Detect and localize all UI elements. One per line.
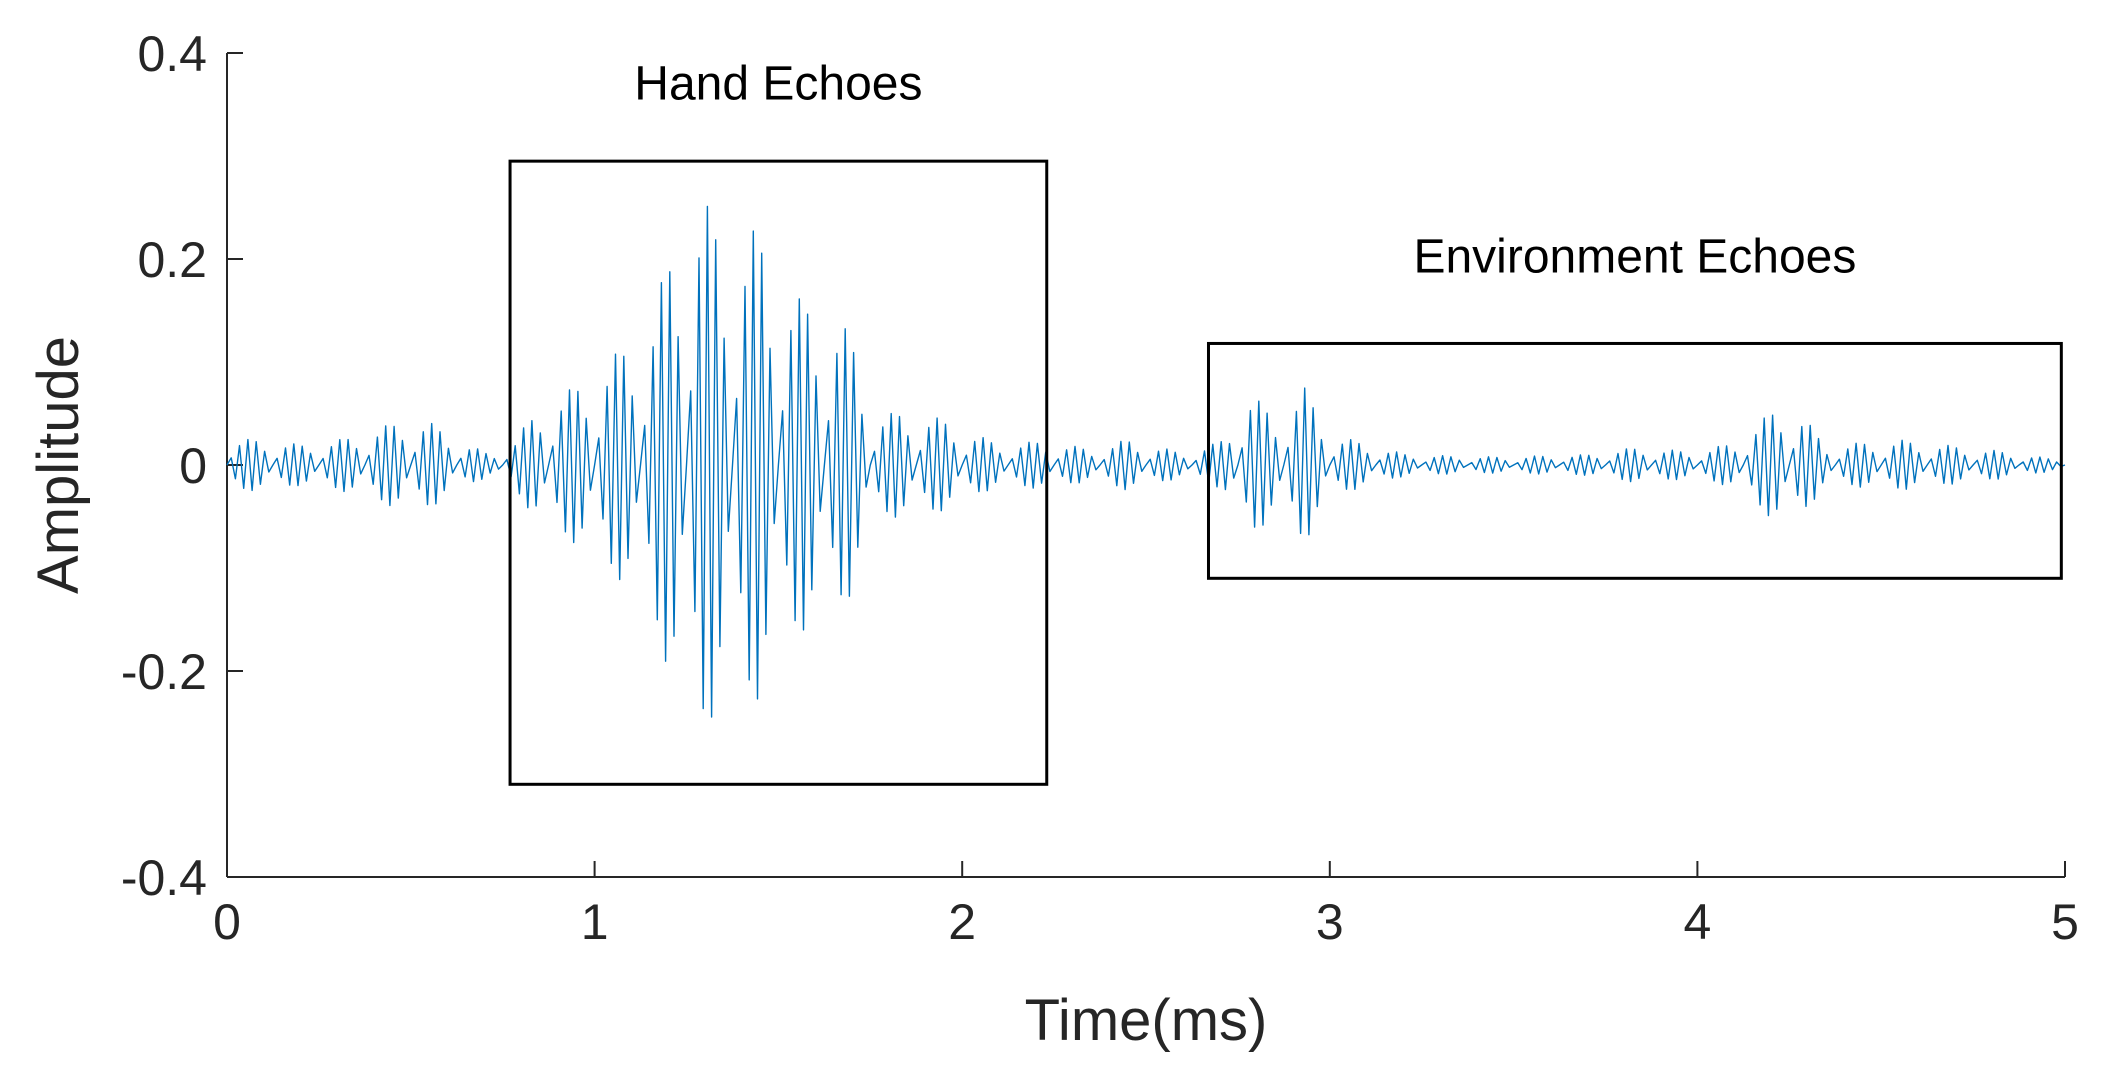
x-tick-label: 1 xyxy=(581,894,609,950)
x-tick-label: 2 xyxy=(948,894,976,950)
annotation-box-1 xyxy=(508,159,1049,786)
x-ticks: 0 1 2 3 4 5 xyxy=(213,861,2079,950)
y-tick-label: 0 xyxy=(179,438,207,494)
x-tick-label: 0 xyxy=(213,894,241,950)
x-tick-label: 5 xyxy=(2051,894,2079,950)
y-axis-label: Amplitude xyxy=(26,336,91,594)
annotation-box-2 xyxy=(1206,341,2063,580)
x-axis-label: Time(ms) xyxy=(1025,988,1268,1053)
annotation-label-1: Hand Echoes xyxy=(634,57,922,110)
x-tick-label: 3 xyxy=(1316,894,1344,950)
x-tick-label: 4 xyxy=(1683,894,1711,950)
annotation-label-2: Environment Echoes xyxy=(1413,230,1856,283)
y-ticks: -0.4 -0.2 0 0.2 0.4 xyxy=(121,26,243,906)
y-tick-label: -0.4 xyxy=(121,850,207,906)
y-tick-label: -0.2 xyxy=(121,644,207,700)
y-tick-label: 0.2 xyxy=(137,232,207,288)
y-tick-label: 0.4 xyxy=(137,26,207,82)
signal-line xyxy=(226,205,2066,718)
annotations: Hand Echoes Environment Echoes xyxy=(508,57,2063,786)
